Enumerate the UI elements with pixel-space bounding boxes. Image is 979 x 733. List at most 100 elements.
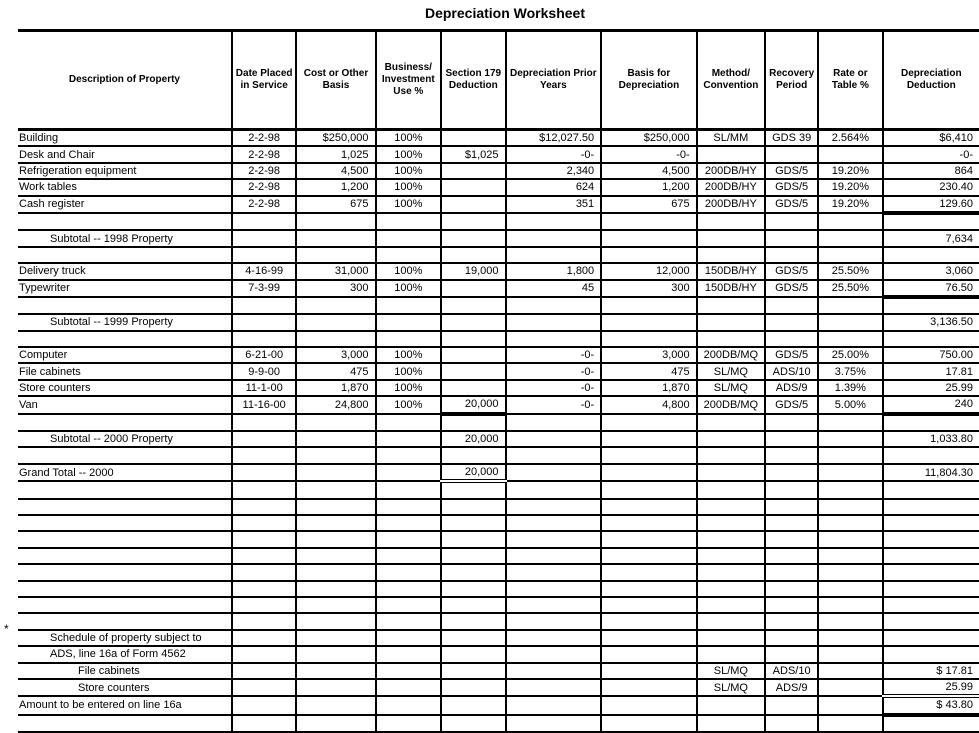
cell-rate <box>817 498 883 517</box>
cell-method <box>695 230 766 248</box>
cell-depreciation-basis <box>600 463 697 483</box>
cell-prior-depreciation <box>504 463 602 483</box>
cell-date-placed <box>230 296 297 316</box>
cell-method <box>695 296 766 316</box>
cell-cost-basis <box>295 330 376 349</box>
cell-cost-basis: 24,800 <box>295 396 376 415</box>
cell-depreciation-basis <box>600 531 697 549</box>
cell-business-use <box>374 212 442 232</box>
cell-section-179: 20,000 <box>440 463 506 484</box>
table-row: File cabinets SL/MQ ADS/10 $ 17.81 <box>18 662 979 680</box>
header-business-use: Business/ Investment Use % <box>374 29 442 131</box>
cell-method <box>695 629 766 648</box>
cell-date-placed: 4-16-99 <box>230 263 297 281</box>
cell-business-use <box>374 431 442 449</box>
cell-cost-basis: 3,000 <box>295 347 376 365</box>
cell-deduction <box>881 413 979 433</box>
cell-date-placed: 9-9-00 <box>230 363 297 381</box>
cell-method: 200DB/HY <box>695 162 766 181</box>
cell-rate: 25.50% <box>817 279 883 298</box>
cell-method <box>695 714 766 733</box>
cell-recovery-period <box>764 714 819 733</box>
cell-business-use <box>374 547 442 566</box>
cell-prior-depreciation <box>504 246 602 265</box>
cell-deduction: $6,410 <box>881 129 979 148</box>
cell-section-179 <box>440 447 506 465</box>
table-row <box>18 514 979 533</box>
cell-date-placed <box>230 463 297 483</box>
cell-depreciation-basis <box>600 662 697 680</box>
cell-section-179 <box>440 162 506 181</box>
cell-method: 150DB/HY <box>695 279 766 298</box>
cell-date-placed: 2-2-98 <box>230 146 297 164</box>
cell-date-placed <box>230 564 297 582</box>
cell-recovery-period: GDS/5 <box>764 263 819 281</box>
cell-deduction <box>881 646 979 664</box>
cell-prior-depreciation <box>504 564 602 582</box>
cell-deduction: 240 <box>881 396 979 416</box>
cell-section-179 <box>440 179 506 197</box>
cell-method <box>695 580 766 598</box>
table-row <box>18 212 979 232</box>
cell-date-placed <box>230 330 297 349</box>
cell-rate <box>817 531 883 549</box>
cell-description <box>18 714 232 733</box>
cell-cost-basis: 675 <box>295 195 376 214</box>
cell-deduction <box>881 547 979 566</box>
header-recovery-period: Recovery Period <box>764 29 819 131</box>
cell-recovery-period <box>764 596 819 615</box>
cell-business-use <box>374 662 442 680</box>
cell-deduction: 25.99 <box>881 379 979 398</box>
cell-prior-depreciation <box>504 646 602 664</box>
table-row: Store counters SL/MQ ADS/9 25.99 <box>18 678 979 699</box>
cell-rate: 19.20% <box>817 195 883 214</box>
cell-method <box>695 463 766 483</box>
cell-prior-depreciation <box>504 296 602 316</box>
cell-rate <box>817 564 883 582</box>
cell-rate <box>817 629 883 648</box>
cell-depreciation-basis <box>600 646 697 664</box>
cell-cost-basis: 4,500 <box>295 162 376 181</box>
cell-cost-basis <box>295 531 376 549</box>
cell-method: 200DB/HY <box>695 179 766 197</box>
cell-recovery-period <box>764 514 819 533</box>
cell-deduction <box>881 447 979 465</box>
cell-section-179 <box>440 514 506 533</box>
cell-description <box>18 596 232 615</box>
table-row: Typewriter 7-3-99 300 100% 45 300 150DB/HY GDS/… <box>18 279 979 299</box>
table-row: ADS, line 16a of Form 4562 <box>18 646 979 664</box>
cell-deduction <box>881 296 979 316</box>
cell-description: Subtotal -- 2000 Property <box>18 431 232 449</box>
cell-business-use <box>374 629 442 648</box>
cell-business-use: 100% <box>374 179 442 197</box>
cell-depreciation-basis <box>600 498 697 517</box>
cell-recovery-period <box>764 646 819 664</box>
cell-description: ADS, line 16a of Form 4562 <box>18 646 232 664</box>
cell-method: SL/MQ <box>695 379 766 398</box>
cell-method <box>695 531 766 549</box>
cell-recovery-period <box>764 212 819 232</box>
cell-recovery-period <box>764 629 819 648</box>
cell-rate <box>817 580 883 598</box>
cell-rate <box>817 146 883 164</box>
cell-rate <box>817 596 883 615</box>
cell-section-179: 20,000 <box>440 431 506 449</box>
cell-description: Computer <box>18 347 232 365</box>
cell-cost-basis <box>295 230 376 248</box>
cell-method <box>695 547 766 566</box>
table-row: Schedule of property subject to <box>18 629 979 648</box>
table-row <box>18 531 979 549</box>
cell-prior-depreciation: 351 <box>504 195 602 214</box>
cell-business-use: 100% <box>374 162 442 181</box>
cell-method <box>695 330 766 349</box>
cell-cost-basis <box>295 564 376 582</box>
cell-rate <box>817 678 883 698</box>
cell-prior-depreciation: -0- <box>504 379 602 398</box>
cell-cost-basis <box>295 547 376 566</box>
cell-recovery-period <box>764 498 819 517</box>
cell-deduction <box>881 212 979 232</box>
cell-description: Refrigeration equipment <box>18 162 232 181</box>
cell-depreciation-basis: 300 <box>600 279 697 298</box>
cell-depreciation-basis <box>600 714 697 733</box>
cell-recovery-period <box>764 296 819 316</box>
